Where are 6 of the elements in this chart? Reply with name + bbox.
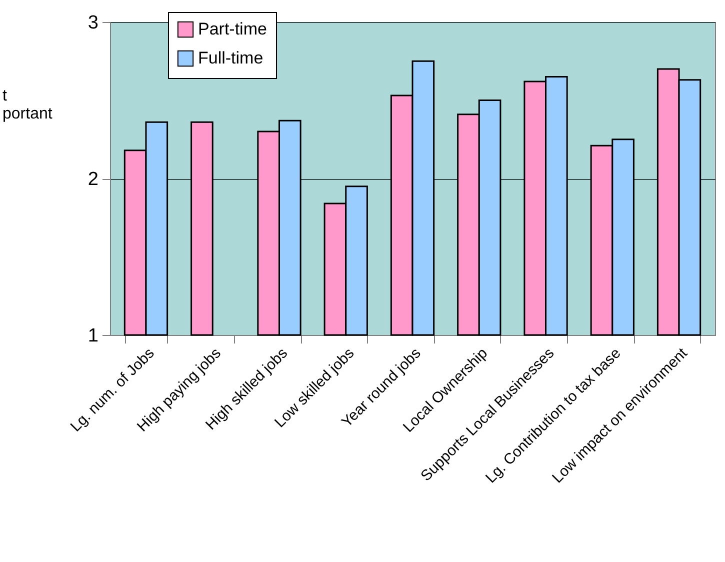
y-tick-label: 3	[88, 12, 98, 34]
legend-label: Full-time	[198, 48, 264, 68]
y-tick-label: 1	[88, 326, 98, 346]
y-tick-label: 2	[88, 169, 98, 190]
legend-label: Part-time	[198, 20, 267, 38]
y-axis-title: t portant	[2, 88, 53, 122]
